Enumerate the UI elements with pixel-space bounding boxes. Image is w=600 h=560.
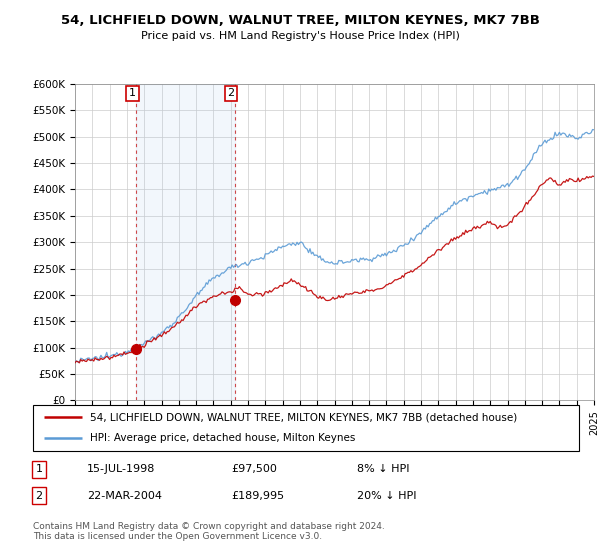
Text: 15-JUL-1998: 15-JUL-1998 [87, 464, 155, 474]
Text: Price paid vs. HM Land Registry's House Price Index (HPI): Price paid vs. HM Land Registry's House … [140, 31, 460, 41]
Bar [136, 84, 235, 400]
Text: 1: 1 [35, 464, 43, 474]
Text: £97,500: £97,500 [231, 464, 277, 474]
Text: 20% ↓ HPI: 20% ↓ HPI [357, 491, 416, 501]
Text: 22-MAR-2004: 22-MAR-2004 [87, 491, 162, 501]
FancyBboxPatch shape [33, 405, 579, 451]
Text: HPI: Average price, detached house, Milton Keynes: HPI: Average price, detached house, Milt… [91, 433, 356, 444]
Text: 8% ↓ HPI: 8% ↓ HPI [357, 464, 409, 474]
Text: 54, LICHFIELD DOWN, WALNUT TREE, MILTON KEYNES, MK7 7BB: 54, LICHFIELD DOWN, WALNUT TREE, MILTON … [61, 14, 539, 27]
Text: £189,995: £189,995 [231, 491, 284, 501]
Text: 54, LICHFIELD DOWN, WALNUT TREE, MILTON KEYNES, MK7 7BB (detached house): 54, LICHFIELD DOWN, WALNUT TREE, MILTON … [91, 412, 518, 422]
Text: 2: 2 [35, 491, 43, 501]
Text: 1: 1 [129, 88, 136, 99]
Text: 2: 2 [227, 88, 235, 99]
Text: Contains HM Land Registry data © Crown copyright and database right 2024.
This d: Contains HM Land Registry data © Crown c… [33, 522, 385, 542]
